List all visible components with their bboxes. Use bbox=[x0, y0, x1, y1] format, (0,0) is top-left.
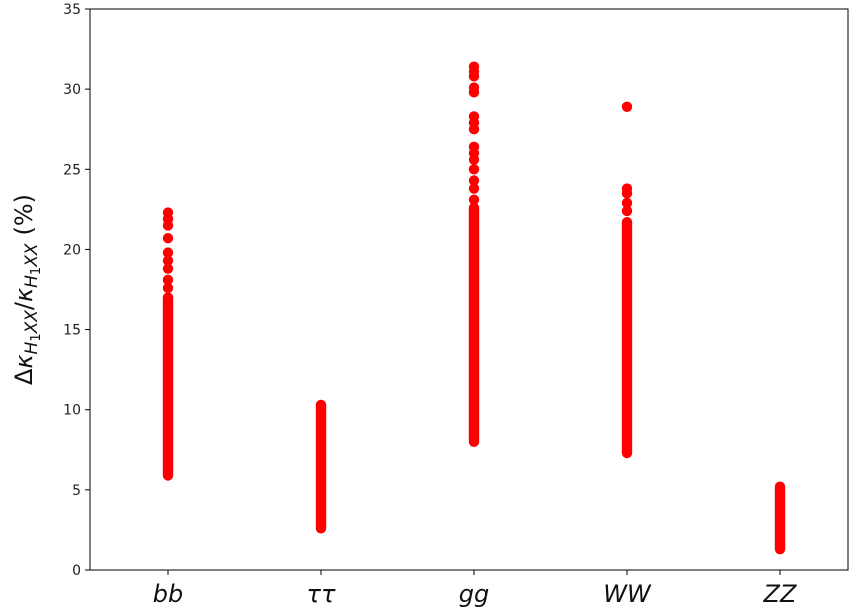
y-axis-title-sub-h: H bbox=[22, 341, 42, 354]
y-tick-label: 10 bbox=[63, 403, 81, 419]
x-category-label: gg bbox=[459, 580, 489, 608]
data-point bbox=[468, 82, 480, 93]
data-point bbox=[162, 282, 174, 294]
y-tick-label: 15 bbox=[63, 323, 81, 339]
data-point bbox=[468, 141, 480, 153]
data-point bbox=[468, 175, 480, 186]
data-point bbox=[468, 194, 480, 205]
data-point bbox=[162, 207, 174, 218]
y-axis-title-sub-1-2: 1 bbox=[29, 267, 44, 275]
x-axis: bb ττ gg WW ZZ bbox=[153, 570, 797, 608]
data-point bbox=[621, 101, 633, 112]
y-axis-title-sub-xx-2: XX bbox=[22, 243, 42, 268]
data-point-band bbox=[315, 399, 327, 534]
y-tick-label: 5 bbox=[72, 483, 81, 499]
data-point-band bbox=[621, 216, 633, 459]
y-tick-label: 30 bbox=[63, 82, 81, 98]
data-point bbox=[468, 111, 480, 122]
data-point-band bbox=[468, 202, 480, 447]
y-axis-title-kappa-2: κ bbox=[10, 287, 38, 302]
x-category-label: ZZ bbox=[763, 580, 797, 608]
y-axis-title-kappa: κ bbox=[10, 354, 38, 369]
y-axis-title-sub-xx: XX bbox=[22, 310, 42, 335]
data-point-band bbox=[162, 292, 174, 481]
y-axis-title-unit: (%) bbox=[10, 194, 38, 236]
data-point bbox=[621, 197, 633, 209]
data-point bbox=[162, 247, 174, 258]
data-point-band bbox=[774, 481, 786, 555]
y-axis-title: ΔκH1XX/κH1XX(%) bbox=[10, 194, 44, 385]
y-axis-title-sub-h-2: H bbox=[22, 275, 42, 288]
data-point bbox=[621, 205, 633, 217]
y-axis: 0 5 10 15 20 25 30 35 bbox=[63, 2, 90, 579]
data-point bbox=[162, 263, 174, 274]
y-tick-label: 0 bbox=[72, 563, 81, 579]
y-axis-title-sub-1: 1 bbox=[29, 333, 44, 341]
y-axis-title-delta: Δ bbox=[10, 368, 38, 385]
x-category-label: WW bbox=[603, 580, 652, 608]
data-point bbox=[162, 274, 174, 286]
x-category-label: ττ bbox=[307, 580, 336, 608]
y-tick-label: 25 bbox=[63, 162, 81, 178]
data-marks bbox=[162, 61, 786, 555]
data-point bbox=[162, 233, 174, 244]
data-point bbox=[468, 164, 480, 175]
data-point bbox=[621, 183, 633, 194]
data-point bbox=[162, 255, 174, 266]
x-category-label: bb bbox=[153, 580, 183, 608]
data-point bbox=[468, 183, 480, 194]
data-point bbox=[468, 61, 480, 72]
plot-frame bbox=[89, 8, 849, 571]
y-tick-label: 35 bbox=[63, 2, 81, 18]
y-axis-title-slash: / bbox=[10, 301, 38, 310]
y-tick-label: 20 bbox=[63, 242, 81, 258]
